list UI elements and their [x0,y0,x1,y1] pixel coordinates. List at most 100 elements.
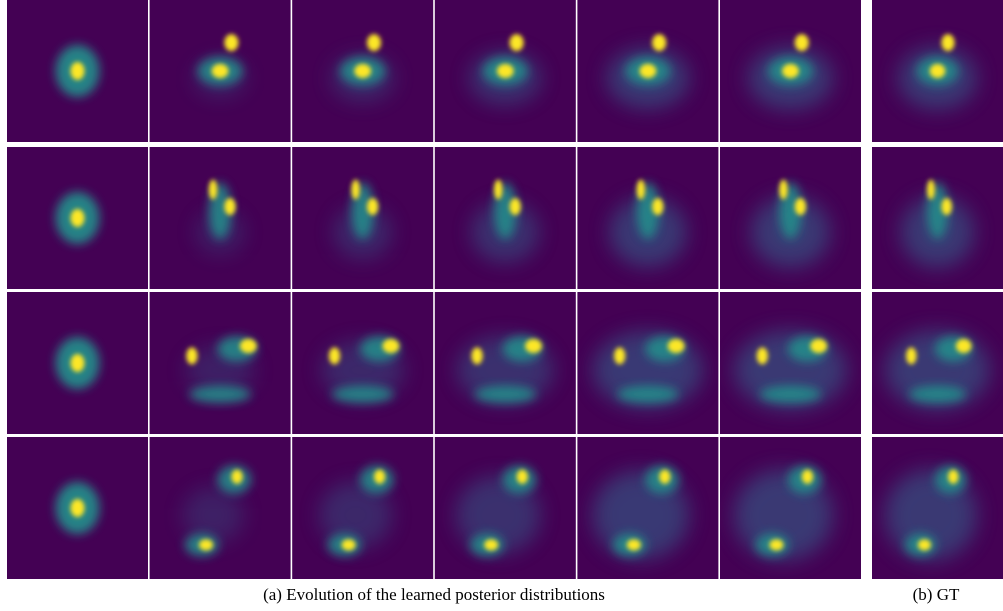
heatmap-panel [872,292,1003,434]
page: {"captions": {"a": "(a) Evolution of the… [0,0,1003,611]
density [457,336,554,404]
caption-b: (b) GT [913,585,960,604]
blob [354,64,371,78]
density [56,482,100,534]
blob [329,347,340,364]
blob [332,386,394,403]
blob [930,64,946,78]
blob [927,180,935,200]
heatmap-panel [292,292,433,434]
blob [71,62,85,80]
heatmap-panel [577,437,718,579]
blob [639,64,656,78]
heatmap-panel [150,437,291,579]
blob [367,198,378,215]
blob [497,64,514,78]
blob [240,339,257,353]
heatmap-panel [577,0,718,142]
blob [471,347,482,364]
blob [510,34,524,51]
heatmap-panel [577,147,718,289]
blob [759,386,821,403]
blob [652,198,663,215]
blob [757,347,768,364]
heatmap-panel [7,292,148,434]
heatmap-panel [435,147,576,289]
blob [659,470,670,484]
blob [199,539,213,550]
blob [637,180,645,200]
heatmap-panel [292,437,433,579]
heatmap-panel [150,147,291,289]
blob [802,470,813,484]
blob [652,34,666,51]
heatmap-panel [720,0,861,142]
heatmap-panel [292,0,433,142]
heatmap-panel [292,147,433,289]
density [885,330,990,410]
heatmap-panel [872,0,1003,142]
heatmap-panel [435,437,576,579]
heatmap-panel [720,437,861,579]
blob [71,499,85,517]
blob [779,180,787,200]
blob [474,386,536,403]
blob [224,34,238,51]
blob [795,34,809,51]
heatmap-panel [7,147,148,289]
blob [956,339,972,353]
blob [342,539,356,550]
heatmap-panel [150,0,291,142]
density [734,330,847,410]
blob [224,198,235,215]
heatmap-panel [435,292,576,434]
blob [231,470,242,484]
density [56,45,100,97]
heatmap-panel [720,292,861,434]
caption-a: (a) Evolution of the learned posterior d… [263,585,605,604]
heatmap-panel [872,147,1003,289]
blob [484,539,498,550]
blob [948,470,958,484]
blob [617,386,679,403]
blob [182,487,243,543]
heatmap-panel [150,292,291,434]
blob [627,539,641,550]
blob [186,347,197,364]
heatmap-panel [872,437,1003,579]
heatmap-panel [577,292,718,434]
density [56,192,100,244]
heatmap-panel [720,147,861,289]
blob [212,64,229,78]
blob [525,339,542,353]
blob [71,354,85,372]
blob [941,198,951,215]
blob [810,339,827,353]
density [593,331,704,409]
blob [351,180,359,200]
blob [918,539,931,550]
heatmap-panel [435,0,576,142]
blob [668,339,685,353]
blob [71,209,85,227]
blob [382,339,399,353]
blob [906,347,916,364]
blob [769,539,783,550]
figure: (a) Evolution of the learned posterior d… [0,0,1003,611]
blob [909,386,967,403]
blob [782,64,799,78]
density [56,337,100,389]
blob [189,386,251,403]
blob [367,34,381,51]
blob [941,34,954,51]
heatmap-panel [7,0,148,142]
heatmap-panel [7,437,148,579]
blob [517,470,528,484]
panel-grid [7,0,1003,579]
blob [209,180,217,200]
blob [614,347,625,364]
blob [510,198,521,215]
blob [795,198,806,215]
blob [374,470,385,484]
blob [494,180,502,200]
